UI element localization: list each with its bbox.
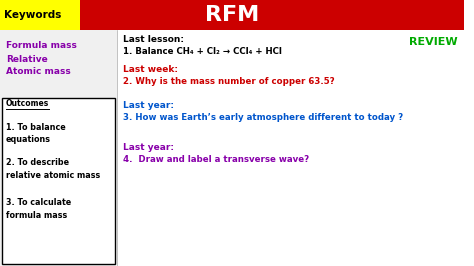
Text: 4.  Draw and label a transverse wave?: 4. Draw and label a transverse wave? bbox=[123, 156, 310, 164]
FancyBboxPatch shape bbox=[2, 98, 115, 264]
Text: 1. Balance CH₄ + Cl₂ → CCl₄ + HCl: 1. Balance CH₄ + Cl₂ → CCl₄ + HCl bbox=[123, 48, 282, 56]
Text: RFM: RFM bbox=[205, 5, 259, 25]
FancyBboxPatch shape bbox=[0, 0, 80, 30]
Text: Last lesson:: Last lesson: bbox=[123, 35, 184, 44]
Text: 2. To describe
relative atomic mass: 2. To describe relative atomic mass bbox=[6, 158, 100, 180]
FancyBboxPatch shape bbox=[118, 30, 464, 266]
Text: Relative: Relative bbox=[6, 55, 47, 64]
Text: Atomic mass: Atomic mass bbox=[6, 68, 71, 77]
FancyBboxPatch shape bbox=[0, 30, 118, 266]
Text: Last year:: Last year: bbox=[123, 102, 174, 110]
Text: Last week:: Last week: bbox=[123, 65, 178, 74]
Text: 3. How was Earth’s early atmosphere different to today ?: 3. How was Earth’s early atmosphere diff… bbox=[123, 114, 403, 123]
Text: Outcomes: Outcomes bbox=[6, 99, 49, 109]
Text: Keywords: Keywords bbox=[4, 10, 61, 20]
Text: REVIEW: REVIEW bbox=[409, 37, 458, 47]
Text: Last year:: Last year: bbox=[123, 143, 174, 152]
Text: 3. To calculate
formula mass: 3. To calculate formula mass bbox=[6, 198, 71, 219]
Text: 1. To balance
equations: 1. To balance equations bbox=[6, 123, 65, 144]
FancyBboxPatch shape bbox=[0, 0, 464, 30]
Text: 2. Why is the mass number of copper 63.5?: 2. Why is the mass number of copper 63.5… bbox=[123, 77, 335, 86]
Text: Formula mass: Formula mass bbox=[6, 41, 77, 51]
